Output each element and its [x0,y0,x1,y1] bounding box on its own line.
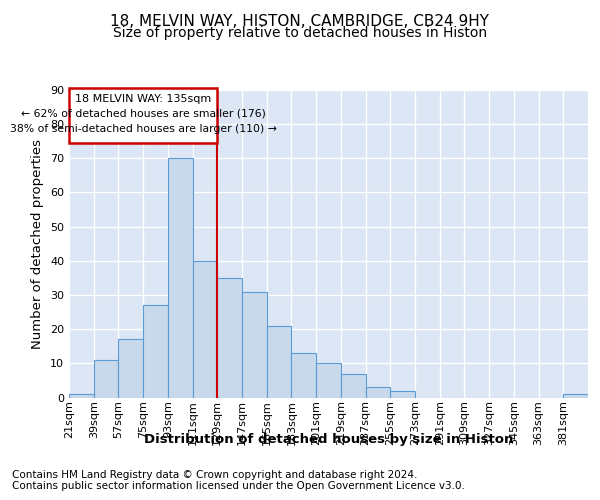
Bar [193,261,217,398]
Text: ← 62% of detached houses are smaller (176): ← 62% of detached houses are smaller (17… [21,109,266,119]
Bar [390,390,415,398]
Bar [168,158,193,398]
Text: 18, MELVIN WAY, HISTON, CAMBRIDGE, CB24 9HY: 18, MELVIN WAY, HISTON, CAMBRIDGE, CB24 … [110,14,490,29]
Bar [69,394,94,398]
Bar [69,88,217,143]
Bar [563,394,588,398]
Text: Size of property relative to detached houses in Histon: Size of property relative to detached ho… [113,26,487,40]
Text: 38% of semi-detached houses are larger (110) →: 38% of semi-detached houses are larger (… [10,124,277,134]
Bar [143,305,168,398]
Bar [94,360,118,398]
Text: Contains HM Land Registry data © Crown copyright and database right 2024.: Contains HM Land Registry data © Crown c… [12,470,418,480]
Bar [267,326,292,398]
Text: Contains public sector information licensed under the Open Government Licence v3: Contains public sector information licen… [12,481,465,491]
Bar [365,387,390,398]
Y-axis label: Number of detached properties: Number of detached properties [31,138,44,349]
Bar [118,340,143,398]
Bar [316,364,341,398]
Bar [217,278,242,398]
Text: 18 MELVIN WAY: 135sqm: 18 MELVIN WAY: 135sqm [75,94,211,104]
Text: Distribution of detached houses by size in Histon: Distribution of detached houses by size … [144,432,514,446]
Bar [242,292,267,398]
Bar [292,353,316,398]
Bar [341,374,365,398]
